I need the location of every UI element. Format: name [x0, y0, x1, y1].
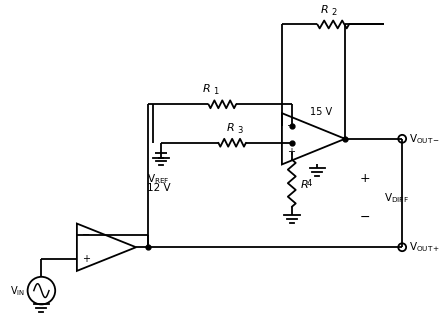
Text: 4: 4: [306, 179, 312, 188]
Text: +: +: [82, 254, 90, 264]
Text: −: −: [359, 211, 370, 224]
Text: 15 V: 15 V: [310, 107, 332, 117]
Text: R: R: [227, 123, 235, 133]
Text: R: R: [321, 5, 328, 15]
Text: V$_{\mathregular{OUT+}}$: V$_{\mathregular{OUT+}}$: [409, 240, 441, 254]
Text: +: +: [359, 172, 370, 185]
Text: −: −: [82, 230, 90, 241]
Text: 12 V: 12 V: [147, 183, 170, 193]
Text: R: R: [202, 84, 210, 94]
Text: 2: 2: [331, 8, 336, 16]
Text: V$_{\mathregular{IN}}$: V$_{\mathregular{IN}}$: [10, 284, 25, 297]
Text: 3: 3: [238, 126, 243, 135]
Text: V$_{\mathregular{DIFF}}$: V$_{\mathregular{DIFF}}$: [384, 191, 409, 205]
Text: 1: 1: [213, 87, 218, 96]
Text: V$_{\mathregular{OUT-}}$: V$_{\mathregular{OUT-}}$: [409, 132, 440, 146]
Text: V$_{\mathregular{REF}}$: V$_{\mathregular{REF}}$: [148, 172, 170, 186]
Text: +: +: [287, 147, 295, 157]
Text: R: R: [301, 180, 308, 190]
Text: −: −: [287, 121, 295, 131]
